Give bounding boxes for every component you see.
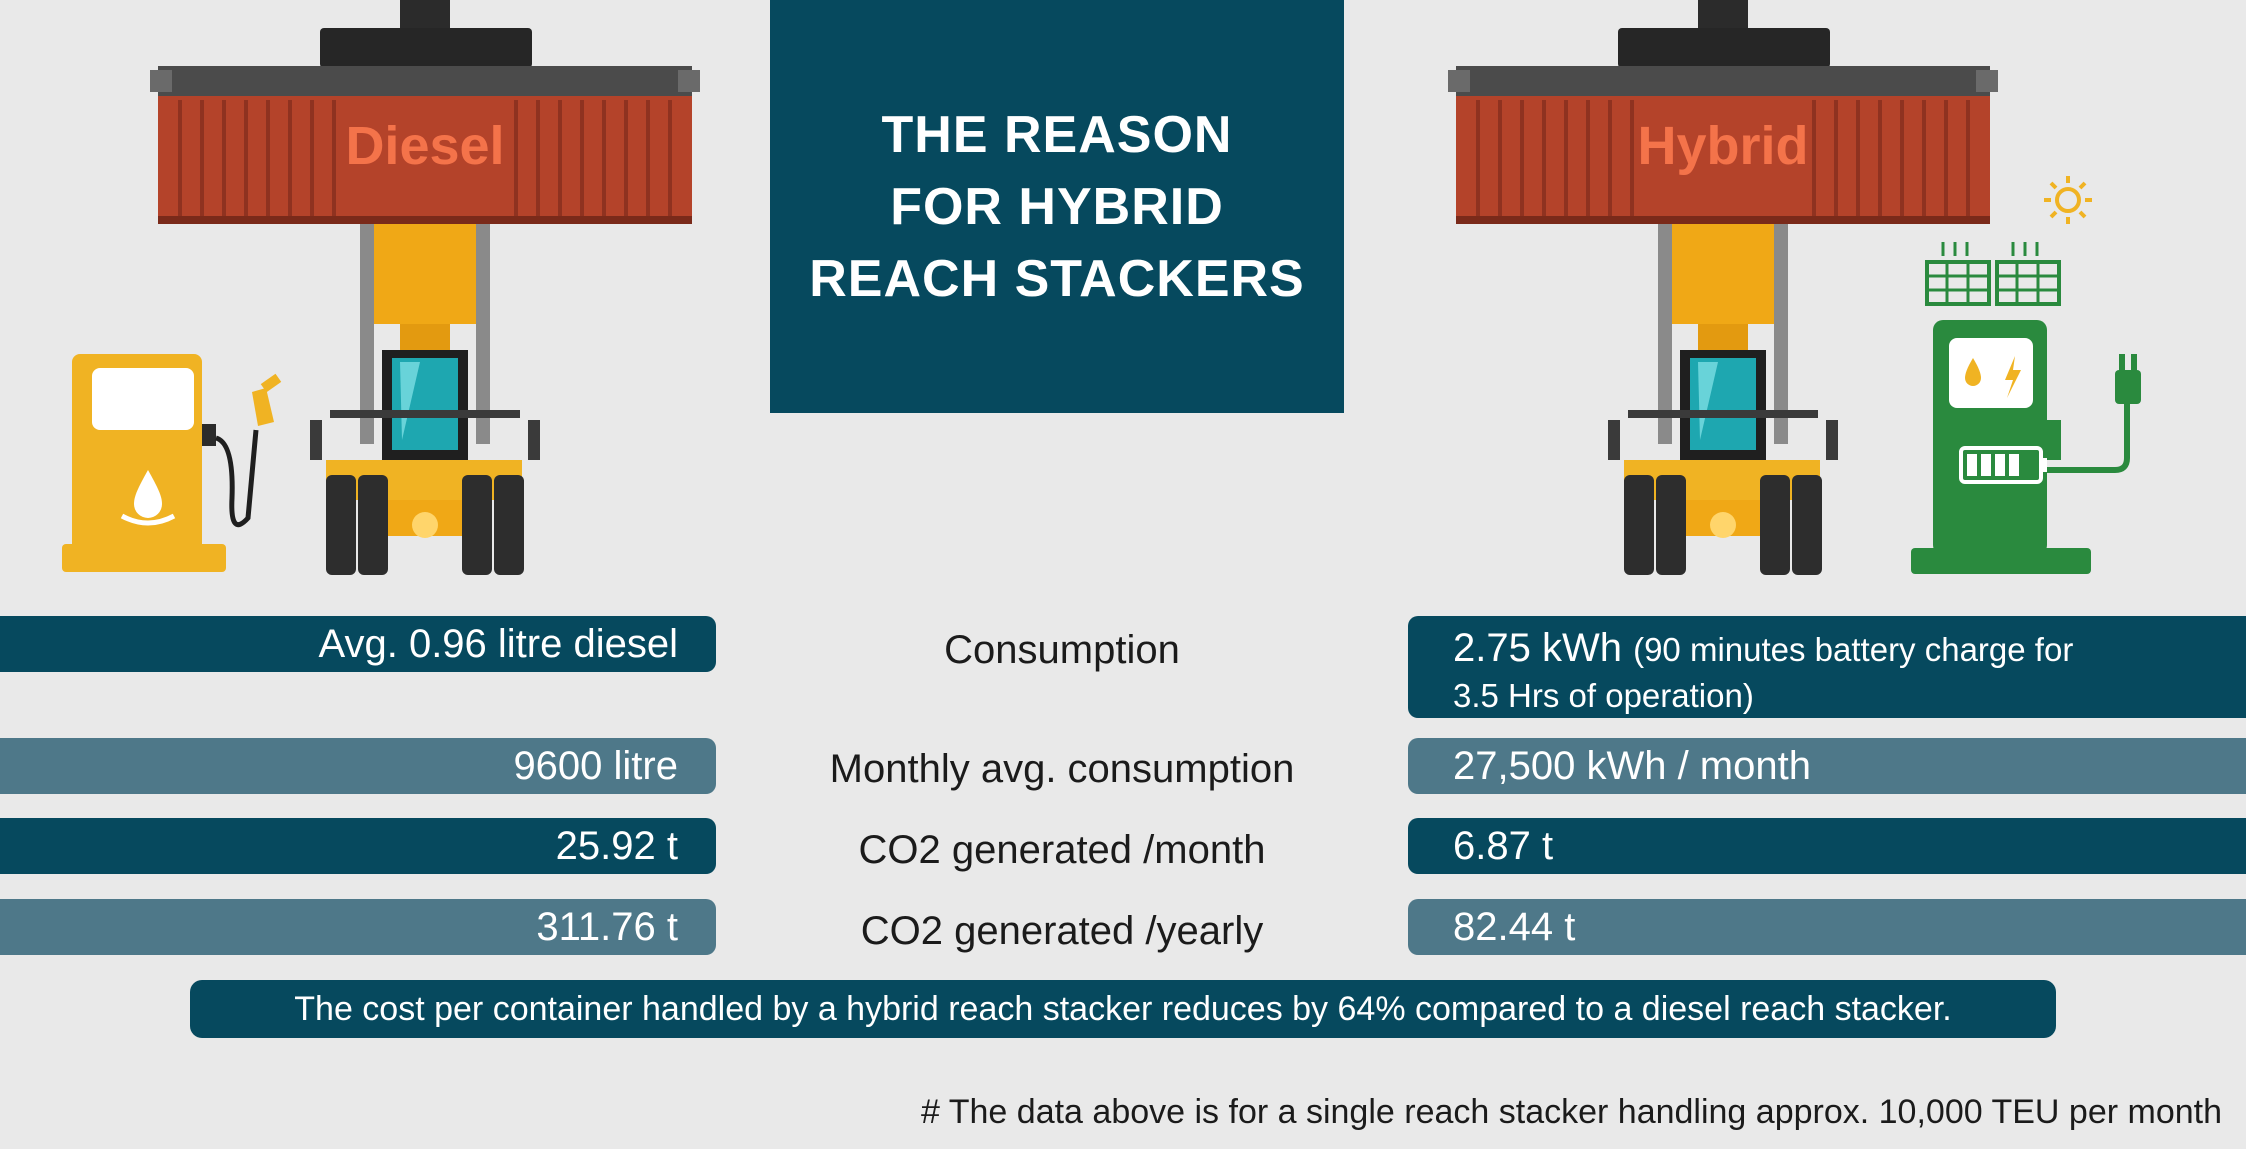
co2-year-label: CO2 generated /yearly: [860, 909, 1264, 953]
footnote: # The data above is for a single reach s…: [921, 1093, 2222, 1131]
ev-charger-icon: [1905, 170, 2165, 575]
consumption-label: Consumption: [944, 628, 1180, 672]
diesel-monthly-value: 9600 litre: [0, 738, 716, 794]
title-line-3: REACH STACKERS: [809, 249, 1305, 308]
diesel-reach-stacker-icon: Diesel: [150, 0, 700, 575]
monthly-consumption-label: Monthly avg. consumption: [829, 747, 1295, 791]
sun-icon: [2044, 176, 2092, 224]
hybrid-monthly-value: 27,500 kWh / month: [1408, 738, 2246, 794]
hybrid-co2-year-value: 82.44 t: [1408, 899, 2246, 955]
hybrid-co2-month-value: 6.87 t: [1408, 818, 2246, 874]
hybrid-consumption-value: 2.75 kWh (90 minutes battery charge for …: [1408, 616, 2246, 718]
diesel-co2-year-value: 311.76 t: [0, 899, 716, 955]
co2-month-label: CO2 generated /month: [858, 828, 1266, 872]
title-line-1: THE REASON: [881, 105, 1233, 164]
summary-banner: The cost per container handled by a hybr…: [190, 980, 2056, 1038]
hybrid-reach-stacker-icon: Hybrid: [1448, 0, 1998, 575]
hybrid-consumption-main: 2.75 kWh: [1453, 626, 1622, 670]
title-line-2: FOR HYBRID: [890, 177, 1224, 236]
diesel-consumption-value: Avg. 0.96 litre diesel: [0, 616, 716, 672]
hybrid-consumption-note-2: 3.5 Hrs of operation): [1453, 677, 1754, 714]
hybrid-container-label: Hybrid: [1637, 116, 1809, 176]
page-title: THE REASON FOR HYBRID REACH STACKERS: [809, 99, 1305, 315]
diesel-co2-month-value: 25.92 t: [0, 818, 716, 874]
hybrid-consumption-note: (90 minutes battery charge for: [1633, 631, 2074, 668]
plug-icon: [2115, 354, 2141, 404]
battery-icon: [1959, 446, 2047, 484]
diesel-container-label: Diesel: [345, 116, 505, 176]
solar-panel-icon: [1925, 260, 2061, 306]
lightning-icon: [2005, 356, 2021, 398]
water-drop-icon: [134, 470, 162, 518]
fuel-pump-icon: [62, 348, 292, 578]
title-box: THE REASON FOR HYBRID REACH STACKERS: [770, 0, 1344, 413]
